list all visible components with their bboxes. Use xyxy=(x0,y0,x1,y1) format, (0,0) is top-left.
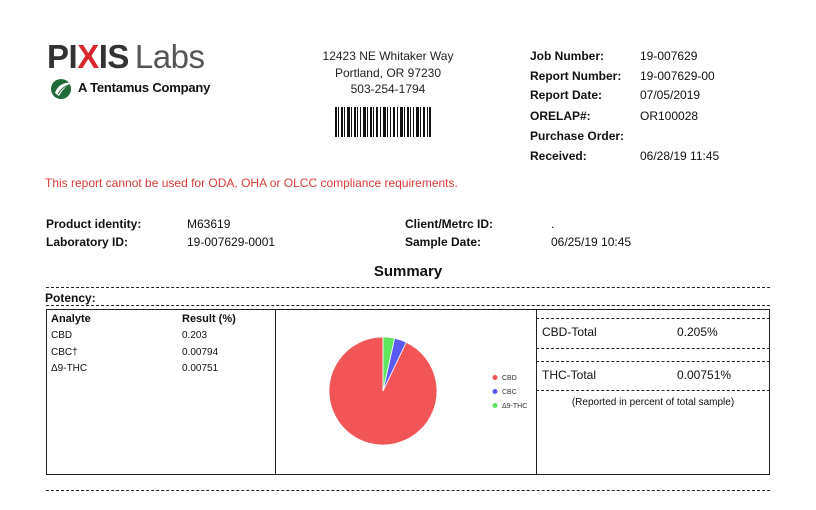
logo-text-labs: Labs xyxy=(134,38,205,75)
panel-divider-right xyxy=(536,309,537,475)
report-number-label: Report Number: xyxy=(530,69,622,83)
analyte-header: Analyte xyxy=(51,313,91,325)
lab-street: 12423 NE Whitaker Way xyxy=(322,49,454,63)
analyte-cell: CBC† xyxy=(51,347,78,358)
divider-bottom xyxy=(46,490,770,491)
lab-city: Portland, OR 97230 xyxy=(334,66,442,80)
cbd-total-label: CBD-Total xyxy=(542,325,597,339)
potency-panel xyxy=(46,309,770,475)
orelap-label: ORELAP#: xyxy=(530,109,591,123)
company-logo: PIXIS Labs xyxy=(47,38,205,75)
cbd-total-value: 0.205% xyxy=(677,325,718,339)
report-date-label: Report Date: xyxy=(530,88,603,102)
summary-heading: Summary xyxy=(373,263,443,280)
orelap-value: OR100028 xyxy=(640,109,699,123)
client-id-label: Client/Metrc ID: xyxy=(405,217,494,231)
totals-divider xyxy=(536,348,770,349)
thc-total-label: THC-Total xyxy=(542,368,597,382)
lab-phone: 503-254-1794 xyxy=(350,82,426,96)
legend-marker xyxy=(492,403,498,408)
job-number-value: 19-007629 xyxy=(640,49,698,63)
product-identity-value: M63619 xyxy=(187,217,231,231)
laboratory-id-value: 19-007629-0001 xyxy=(187,235,276,249)
sample-date-value: 06/25/19 10:45 xyxy=(551,235,632,249)
purchase-order-label: Purchase Order: xyxy=(530,129,625,143)
received-label: Received: xyxy=(530,149,587,163)
result-cell: 0.203 xyxy=(182,330,208,341)
logo-text-is: IS xyxy=(98,38,130,75)
analyte-cell: CBD xyxy=(51,330,73,341)
legend-marker xyxy=(492,375,498,380)
result-cell: 0.00751 xyxy=(182,363,219,374)
divider-top xyxy=(46,287,770,288)
logo-text-x: X xyxy=(77,38,99,75)
totals-divider xyxy=(536,361,770,362)
client-id-value: . xyxy=(551,217,555,231)
report-number-value: 19-007629-00 xyxy=(640,69,715,83)
pie-slice--9-thc xyxy=(382,336,396,392)
totals-note: (Reported in percent of total sample) xyxy=(571,397,735,408)
logo-tagline: A Tentamus Company xyxy=(78,80,211,95)
legend-label: CBC xyxy=(502,389,517,396)
panel-divider-left xyxy=(275,309,276,475)
barcode-image xyxy=(335,107,431,137)
legend-label: CBD xyxy=(502,375,517,382)
analyte-cell: Δ9-THC xyxy=(51,363,88,374)
divider-potency xyxy=(46,305,770,306)
totals-divider xyxy=(536,318,770,319)
product-identity-label: Product identity: xyxy=(46,217,142,231)
job-number-label: Job Number: xyxy=(530,49,605,63)
result-cell: 0.00794 xyxy=(182,347,219,358)
received-value: 06/28/19 11:45 xyxy=(640,149,720,163)
legend-label: Δ9-THC xyxy=(502,403,527,410)
legend-marker xyxy=(492,389,498,394)
result-header: Result (%) xyxy=(182,313,236,325)
potency-pie-chart: CBD CBC Δ9-THC xyxy=(328,336,527,446)
sample-date-label: Sample Date: xyxy=(405,235,482,249)
thc-total-value: 0.00751% xyxy=(677,368,732,382)
report-date-value: 07/05/2019 xyxy=(640,88,701,102)
leaf-logo-icon xyxy=(51,79,71,99)
potency-heading: Potency: xyxy=(45,291,96,305)
compliance-notice: This report cannot be used for ODA, OHA … xyxy=(45,176,458,190)
totals-divider xyxy=(536,390,770,391)
logo-text-pi: PI xyxy=(47,38,78,75)
laboratory-id-label: Laboratory ID: xyxy=(46,235,129,249)
